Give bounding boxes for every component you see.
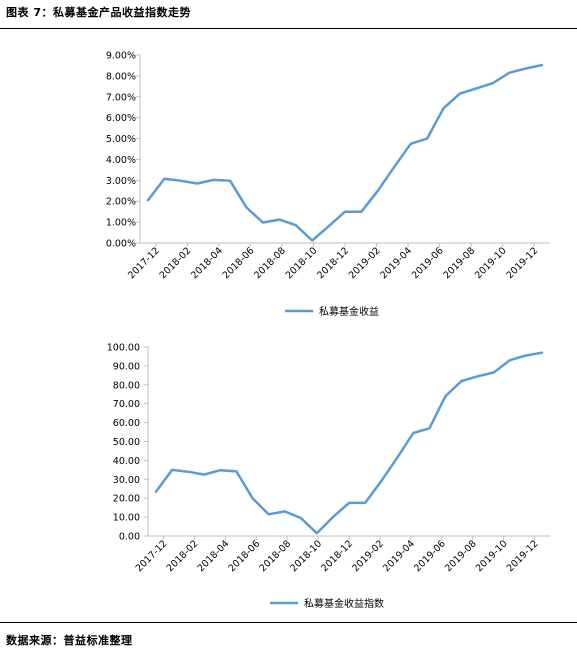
- x-tick-label: 2018-12: [315, 245, 351, 281]
- x-tick-label: 2018-12: [319, 538, 355, 574]
- x-tick-label: 2017-12: [134, 538, 170, 574]
- data-source: 数据来源：普益标准整理: [6, 634, 133, 647]
- y-tick-label: 20.00: [113, 494, 140, 505]
- y-tick-label: 90.00: [113, 361, 140, 372]
- y-tick-label: 50.00: [113, 437, 140, 448]
- x-tick-label: 2019-04: [381, 538, 417, 574]
- x-tick-label: 2017-12: [126, 245, 162, 281]
- x-tick-label: 2018-02: [158, 245, 194, 281]
- x-tick-label: 2018-04: [196, 538, 232, 574]
- y-tick-label: 1.00%: [106, 218, 136, 229]
- x-tick-label: 2019-04: [378, 245, 414, 281]
- y-tick-label: 70.00: [113, 399, 140, 410]
- x-tick-label: 2019-10: [473, 245, 509, 281]
- x-tick-label: 2019-08: [441, 245, 477, 281]
- legend-label: 私募基金收益指数: [304, 597, 384, 610]
- chart-yield-index: 0.00 10.00 20.00 30.00 40.00 50.00 60.00 70.00 8…: [107, 343, 550, 610]
- y-tick-label: 3.00%: [106, 176, 136, 187]
- y-tick-label: 2.00%: [106, 197, 136, 208]
- y-tick-label: 6.00%: [106, 113, 136, 124]
- x-tick-label: 2019-06: [412, 538, 448, 574]
- x-tick-label: 2018-04: [189, 245, 225, 281]
- series-line: [146, 63, 544, 242]
- figure-title: 图表 7：私募基金产品收益指数走势: [6, 6, 191, 19]
- x-tick-label: 2019-08: [443, 538, 479, 574]
- x-tick-label: 2019-10: [474, 538, 510, 574]
- y-tick-label: 100.00: [107, 343, 140, 354]
- x-tick-label: 2018-06: [221, 245, 257, 281]
- y-tick-label: 10.00: [113, 513, 140, 524]
- x-tick-label: 2019-02: [347, 245, 383, 281]
- legend-label: 私募基金收益: [319, 305, 379, 318]
- top-rule: [0, 28, 577, 29]
- x-tick-label: 2018-02: [165, 538, 201, 574]
- x-tick-label: 2018-08: [257, 538, 293, 574]
- x-tick-label: 2018-06: [226, 538, 262, 574]
- x-tick-label: 2018-10: [284, 245, 320, 281]
- y-tick-label: 7.00%: [106, 92, 136, 103]
- y-tick-label: 30.00: [113, 475, 140, 486]
- series-line: [154, 351, 544, 535]
- y-tick-label: 8.00%: [106, 71, 136, 82]
- y-tick-label: 5.00%: [106, 134, 136, 145]
- y-tick-label: 60.00: [113, 418, 140, 429]
- y-tick-label: 40.00: [113, 456, 140, 467]
- y-tick-label: 4.00%: [106, 155, 136, 166]
- x-tick-label: 2019-12: [504, 245, 540, 281]
- x-tick-label: 2018-08: [252, 245, 288, 281]
- chart-yield-percent: 0.00% 1.00% 2.00% 3.00% 4.00% 5.00% 6.00% 7.00%…: [106, 51, 550, 318]
- x-tick-label: 2018-10: [288, 538, 324, 574]
- x-tick-label: 2019-12: [505, 538, 541, 574]
- y-tick-label: 0.00: [119, 532, 140, 543]
- y-tick-label: 9.00%: [106, 51, 136, 62]
- bottom-rule: [0, 622, 577, 623]
- y-tick-label: 80.00: [113, 380, 140, 391]
- x-tick-label: 2019-02: [350, 538, 386, 574]
- x-tick-label: 2019-06: [410, 245, 446, 281]
- y-tick-label: 0.00%: [106, 239, 136, 250]
